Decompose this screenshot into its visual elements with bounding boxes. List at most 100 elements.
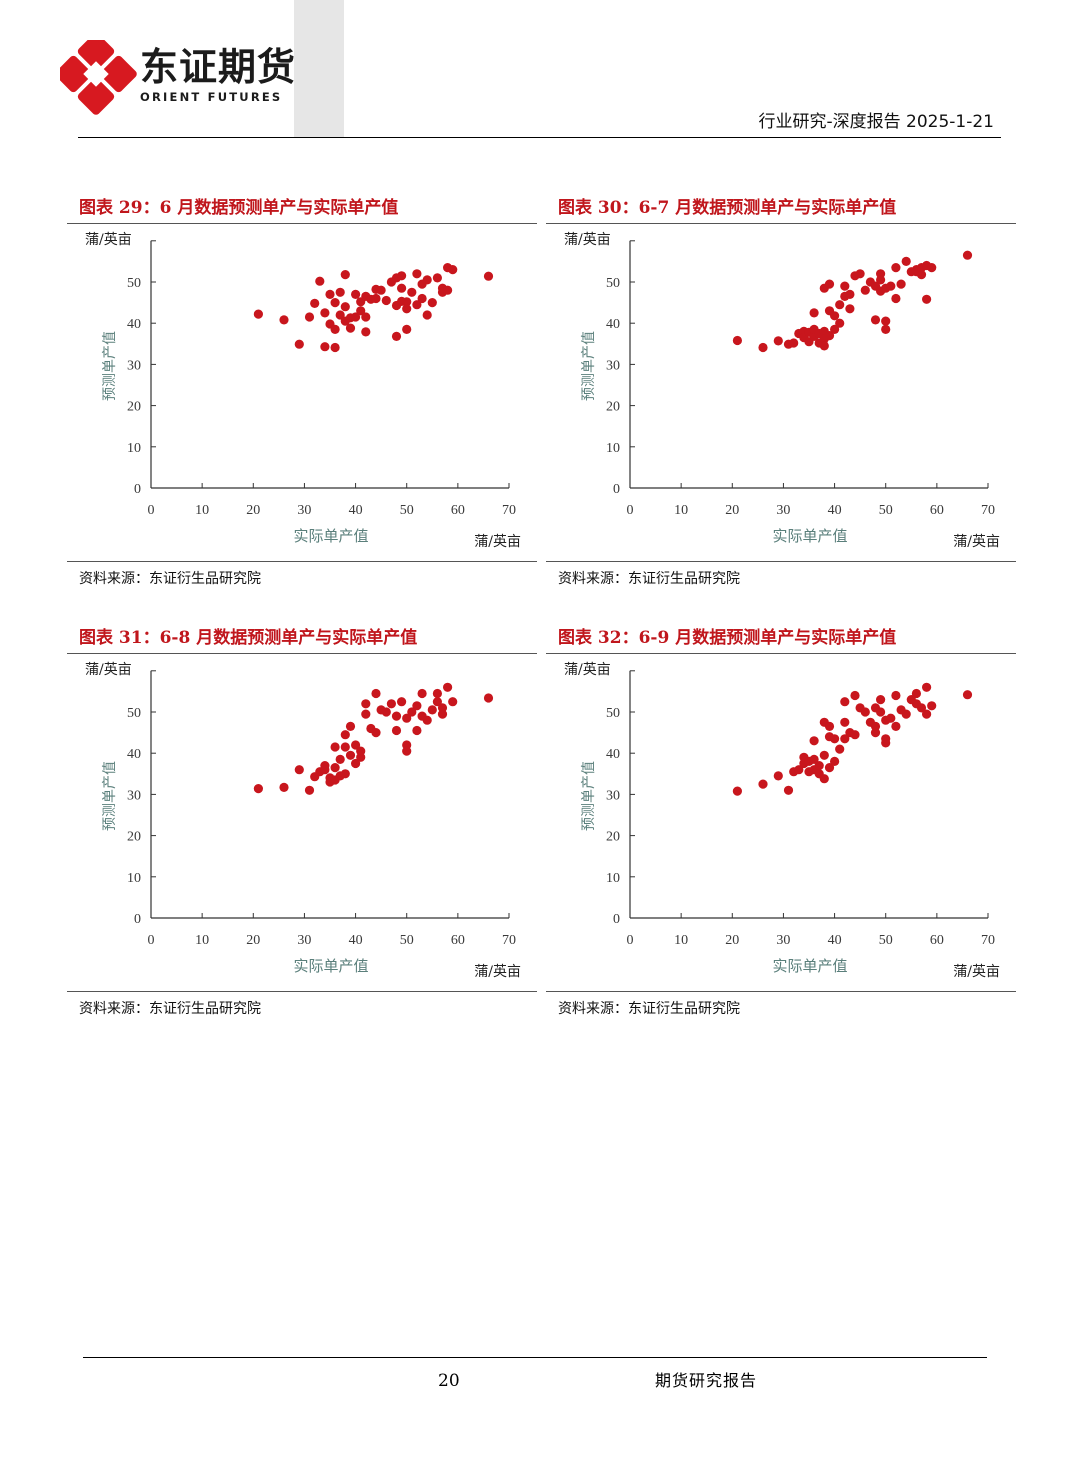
data-point (340, 270, 350, 280)
data-point (448, 265, 458, 275)
x-tick-label: 60 (930, 933, 944, 948)
y-tick-label: 0 (613, 912, 620, 927)
figure-29: 图表 29：6 月数据预测单产与实际单产值 0 10 20 30 40 50 60 70 0 10… (67, 198, 537, 588)
y-tick-label: 20 (606, 400, 620, 415)
data-point (830, 311, 840, 321)
data-point (814, 761, 824, 771)
data-point (294, 339, 304, 349)
data-point (412, 725, 422, 736)
data-point (773, 771, 783, 781)
y-axis-label: 预测单产值 (102, 331, 118, 401)
data-point (830, 324, 840, 334)
y-tick-label: 0 (134, 482, 141, 497)
header-gray-band (294, 0, 344, 138)
data-point (758, 779, 768, 789)
data-point (361, 312, 371, 322)
data-point (830, 734, 840, 744)
scatter-chart: 0 10 20 30 40 50 60 7001020304050蒲/英亩蒲/英亩实际单产值预… (564, 231, 1000, 550)
data-point (881, 316, 891, 326)
data-point (443, 285, 453, 295)
data-point (427, 298, 437, 308)
x-axis-unit: 蒲/英亩 (474, 533, 521, 550)
data-point (876, 275, 886, 285)
x-axis-label: 实际单产值 (293, 957, 368, 975)
figure-title-rule (67, 223, 537, 224)
data-point (483, 693, 494, 703)
y-tick-label: 30 (127, 788, 141, 803)
data-point (824, 763, 835, 773)
data-point (325, 289, 335, 299)
data-point (340, 769, 350, 779)
data-point (840, 734, 850, 744)
x-tick-label: 70 (981, 933, 995, 948)
data-point (397, 283, 407, 293)
scatter-series (253, 263, 494, 353)
data-point (483, 271, 494, 281)
data-point (911, 688, 921, 699)
data-point (412, 701, 422, 711)
data-point (962, 250, 973, 260)
scatter-series (253, 682, 494, 795)
data-point (881, 324, 891, 334)
data-point (310, 298, 320, 308)
x-tick-label: 40 (349, 933, 363, 948)
data-point (870, 315, 881, 325)
x-tick-label: 20 (246, 933, 260, 948)
y-tick-label: 40 (606, 317, 620, 332)
report-header-info: 行业研究-深度报告 2025-1-21 (758, 114, 994, 131)
data-point (860, 707, 870, 717)
data-point (402, 746, 412, 756)
figure-source-rule (67, 991, 537, 992)
x-tick-label: 60 (930, 503, 944, 518)
data-point (809, 754, 819, 764)
data-point (371, 728, 381, 738)
data-point (340, 742, 350, 752)
data-point (407, 287, 417, 297)
footer-text: 期货研究报告 (655, 1371, 758, 1390)
x-axis-unit: 蒲/英亩 (953, 533, 1000, 550)
scatter-series (732, 250, 973, 353)
x-tick-label: 70 (502, 503, 516, 518)
data-point (402, 713, 412, 723)
y-tick-label: 30 (606, 788, 620, 803)
data-point (840, 281, 850, 291)
data-point (876, 695, 886, 705)
data-point (819, 750, 829, 760)
data-point (381, 295, 391, 306)
figure-title-rule (546, 223, 1016, 224)
data-point (320, 342, 330, 352)
data-point (371, 688, 381, 699)
data-point (397, 697, 407, 707)
data-point (330, 342, 340, 353)
x-tick-label: 10 (674, 503, 688, 518)
figure-source: 资料来源：东证衍生品研究院 (79, 1001, 261, 1017)
data-point (427, 705, 437, 715)
data-point (335, 310, 345, 320)
data-point (397, 271, 407, 281)
data-point (422, 275, 432, 285)
data-point (335, 287, 345, 297)
x-tick-label: 10 (195, 933, 209, 948)
x-tick-label: 20 (246, 503, 260, 518)
data-point (850, 730, 860, 740)
data-point (891, 293, 901, 304)
data-point (304, 785, 315, 795)
y-tick-label: 30 (127, 358, 141, 373)
data-point (840, 697, 850, 707)
y-tick-label: 50 (606, 706, 620, 721)
data-point (896, 279, 906, 289)
x-axis-unit: 蒲/英亩 (953, 963, 1000, 980)
data-point (432, 273, 442, 283)
figure-31: 图表 31：6-8 月数据预测单产与实际单产值 0 10 20 30 40 50 60 70 0… (67, 628, 537, 1018)
scatter-chart: 0 10 20 30 40 50 60 7001020304050蒲/英亩蒲/英亩实际单产值预… (85, 231, 521, 550)
x-tick-label: 0 (627, 933, 634, 948)
report-type: 行业研究-深度报告 (758, 112, 901, 132)
y-tick-label: 50 (606, 276, 620, 291)
data-point (391, 711, 402, 721)
x-axis-unit: 蒲/英亩 (474, 963, 521, 980)
data-point (732, 335, 742, 346)
x-tick-label: 10 (674, 933, 688, 948)
data-point (279, 782, 289, 792)
x-tick-label: 40 (828, 933, 842, 948)
data-point (340, 302, 350, 312)
